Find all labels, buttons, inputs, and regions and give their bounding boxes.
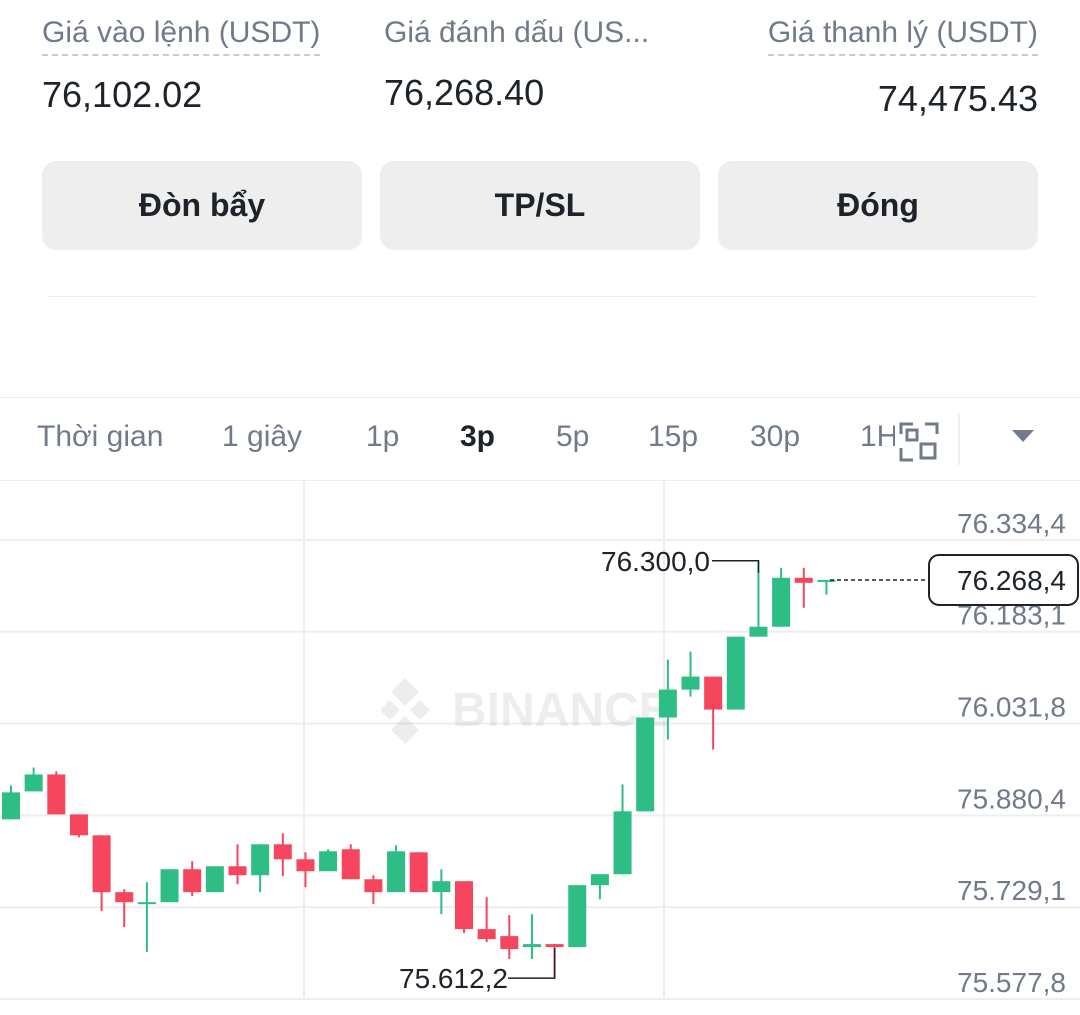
icon-layout[interactable] [895, 415, 955, 465]
candle-body [522, 944, 541, 948]
button[interactable]: Đóng [718, 161, 1038, 250]
candle-body [636, 717, 655, 812]
dropdown-arrow[interactable] [1012, 430, 1034, 444]
chart: 76.334,476.183,176.031,875.880,475.729,1… [0, 480, 1080, 1001]
candle-body [137, 902, 156, 905]
y-tick-label: 75.577,8 [957, 967, 1066, 998]
tab[interactable]: 1 giây [222, 420, 303, 453]
field-value: 76,102.02 [42, 74, 203, 115]
candle-body [341, 849, 360, 880]
low-label: 75.612,2 [399, 963, 508, 994]
candle-body [364, 879, 383, 893]
field-label: Giá thanh lý (USDT) [767, 16, 1038, 56]
high-pointer [712, 560, 760, 573]
candle-body [658, 689, 677, 718]
low-pointer [508, 948, 556, 979]
logo [380, 678, 430, 744]
candle-body [590, 874, 609, 886]
candle-body [47, 774, 66, 815]
high-label: 76.300,0 [601, 546, 710, 577]
candle-body [613, 811, 632, 875]
candle-body [409, 852, 428, 893]
candle-body [749, 626, 768, 637]
tab[interactable]: 3p [460, 420, 496, 453]
tab[interactable]: 5p [556, 420, 590, 453]
candle-body [296, 859, 315, 872]
candle-body [183, 869, 202, 893]
candle-body [477, 929, 496, 940]
y-tick-label: 75.729,1 [957, 875, 1066, 906]
last-price-box [928, 553, 1079, 606]
candle-body [228, 866, 247, 876]
tab[interactable]: 1p [366, 420, 400, 453]
field-label: Giá đánh dấu (US... [384, 16, 650, 49]
candle-body [432, 881, 451, 893]
candle-body [387, 851, 406, 893]
divider [0, 397, 1080, 398]
y-tick-label: 76.334,4 [957, 508, 1066, 539]
candle-body [455, 881, 473, 930]
candle-body [817, 579, 836, 582]
divider [47, 296, 1035, 297]
candle-body [92, 835, 111, 893]
candle-body [273, 844, 292, 860]
candle-body [772, 577, 791, 627]
tab[interactable]: Thời gian [37, 420, 164, 453]
candle-body [160, 869, 179, 903]
field-value: 74,475.43 [877, 78, 1038, 119]
tab[interactable]: 15p [648, 420, 699, 453]
candle-body [251, 844, 270, 876]
candle-body [205, 866, 224, 893]
candle-body [545, 944, 564, 948]
candle-body [115, 892, 134, 903]
y-tick-label: 75.880,4 [957, 783, 1066, 814]
icon [899, 422, 939, 462]
candle-body [726, 636, 745, 710]
candle-body [794, 577, 813, 583]
candle-body [319, 851, 338, 872]
candle-body [2, 792, 20, 820]
watermark-text: BINANCE [452, 684, 671, 737]
watermark: BINANCE [380, 678, 671, 744]
y-tick-label: 76.031,8 [957, 692, 1066, 723]
candle-body [500, 936, 519, 950]
separator [958, 413, 960, 465]
candle-body [24, 774, 43, 792]
field-value: 76,268.40 [384, 72, 545, 113]
button[interactable]: TP/SL [380, 161, 700, 250]
divider [0, 480, 1080, 481]
candle-body [704, 676, 723, 710]
candle-body [69, 814, 88, 836]
tab[interactable]: 30p [750, 420, 801, 453]
tab[interactable]: 1H [860, 420, 899, 453]
candle-body [681, 676, 700, 690]
candle-body [568, 885, 587, 948]
field-label: Giá vào lệnh (USDT) [42, 16, 321, 56]
last-price-label: 76.268,4 [957, 565, 1066, 596]
button[interactable]: Đòn bẩy [42, 161, 362, 250]
